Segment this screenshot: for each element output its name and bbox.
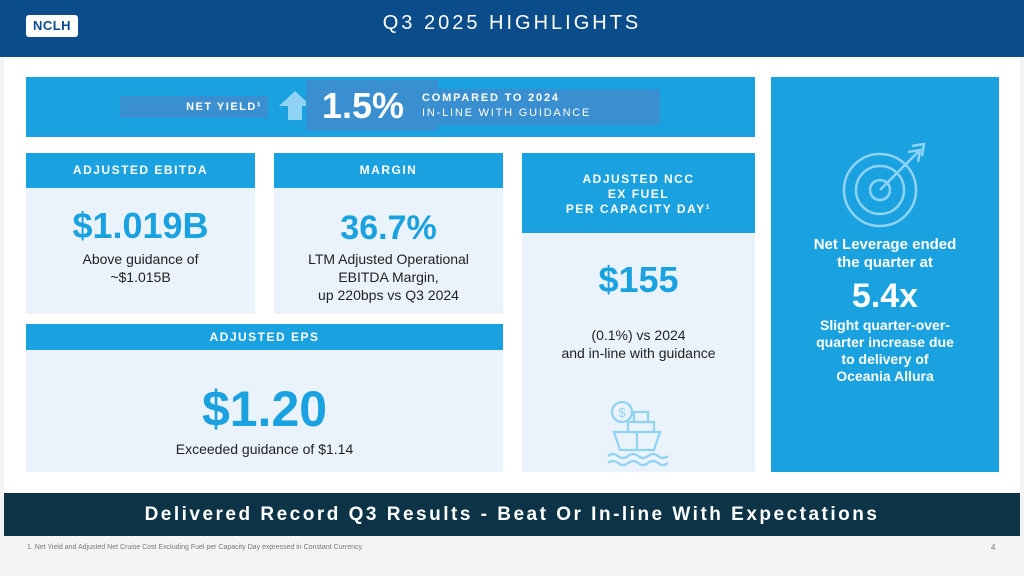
- page-title: Q3 2025 HIGHLIGHTS: [382, 12, 642, 34]
- net-yield-value-box: [306, 80, 438, 131]
- leverage-desc-line1: Slight quarter-over-: [820, 317, 950, 333]
- net-yield-value: 1.5%: [322, 85, 405, 126]
- margin-desc-line1: LTM Adjusted Operational: [308, 251, 469, 267]
- ebitda-heading: ADJUSTED EBITDA: [26, 153, 255, 188]
- up-arrow-icon: [279, 91, 311, 120]
- ncc-desc-line2: and in-line with guidance: [561, 345, 716, 361]
- ebitda-value: $1.019B: [72, 205, 209, 246]
- ncc-heading-line2: EX FUEL: [607, 187, 670, 201]
- net-yield-desc-box: [418, 89, 660, 125]
- net-yield-guidance: IN-LINE WITH GUIDANCE: [422, 107, 592, 119]
- margin-card: [274, 188, 503, 314]
- target-arrow-icon: [842, 142, 926, 228]
- ebitda-card: [26, 188, 255, 314]
- leverage-value: 5.4x: [851, 277, 919, 315]
- ship-dollar-icon: $: [607, 400, 669, 467]
- eps-value: $1.20: [201, 381, 328, 437]
- leverage-line2: the quarter at: [837, 254, 933, 271]
- leverage-desc-line2: quarter increase due: [816, 334, 954, 350]
- eps-heading: ADJUSTED EPS: [26, 324, 503, 350]
- ncc-heading-line3: PER CAPACITY DAY¹: [565, 202, 712, 216]
- ncc-heading: ADJUSTED NCC EX FUEL PER CAPACITY DAY¹: [522, 153, 755, 233]
- summary-banner: Delivered Record Q3 Results - Beat Or In…: [4, 493, 1020, 536]
- ncc-value: $155: [598, 259, 679, 300]
- margin-desc-line3: up 220bps vs Q3 2024: [318, 287, 459, 303]
- company-logo: NCLH: [26, 15, 78, 37]
- ebitda-desc-line1: Above guidance of: [82, 251, 199, 267]
- eps-card: [26, 350, 503, 472]
- net-leverage-panel: [771, 77, 999, 472]
- page-number: 4: [991, 543, 996, 552]
- svg-text:$: $: [618, 405, 626, 420]
- ncc-desc-line1: (0.1%) vs 2024: [591, 327, 686, 343]
- net-yield-label: NET YIELD¹: [120, 96, 268, 118]
- eps-desc: Exceeded guidance of $1.14: [175, 441, 354, 457]
- leverage-line1: Net Leverage ended: [813, 236, 957, 253]
- net-yield-comparison: COMPARED TO 2024: [422, 92, 560, 104]
- footnote: 1. Net Yield and Adjusted Net Cruise Cos…: [27, 544, 364, 551]
- margin-desc-line2: EBITDA Margin,: [338, 269, 439, 285]
- ncc-heading-line1: ADJUSTED NCC: [582, 172, 695, 186]
- leverage-desc-line3: to delivery of: [841, 351, 929, 367]
- margin-value: 36.7%: [340, 209, 437, 247]
- ebitda-desc-line2: ~$1.015B: [110, 269, 171, 285]
- leverage-desc-line4: Oceania Allura: [836, 368, 934, 384]
- header-bar: [0, 0, 1024, 57]
- margin-heading: MARGIN: [274, 153, 503, 188]
